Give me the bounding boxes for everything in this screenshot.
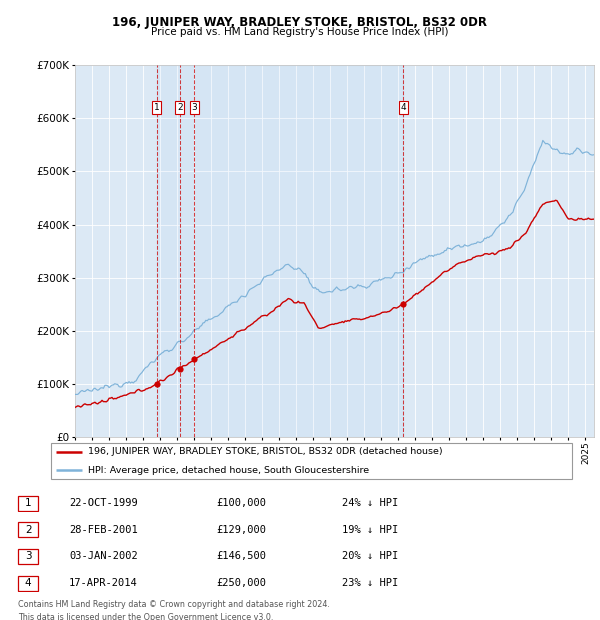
Bar bbox=[157, 65, 403, 437]
Text: £100,000: £100,000 bbox=[216, 498, 266, 508]
FancyBboxPatch shape bbox=[50, 443, 572, 479]
Text: 28-FEB-2001: 28-FEB-2001 bbox=[69, 525, 138, 535]
Text: 1: 1 bbox=[154, 103, 160, 112]
Text: 19% ↓ HPI: 19% ↓ HPI bbox=[342, 525, 398, 535]
Text: 4: 4 bbox=[400, 103, 406, 112]
Text: This data is licensed under the Open Government Licence v3.0.: This data is licensed under the Open Gov… bbox=[18, 613, 274, 620]
Text: 22-OCT-1999: 22-OCT-1999 bbox=[69, 498, 138, 508]
Text: 3: 3 bbox=[25, 551, 32, 562]
FancyBboxPatch shape bbox=[18, 496, 38, 510]
Text: 20% ↓ HPI: 20% ↓ HPI bbox=[342, 551, 398, 562]
Text: 196, JUNIPER WAY, BRADLEY STOKE, BRISTOL, BS32 0DR: 196, JUNIPER WAY, BRADLEY STOKE, BRISTOL… bbox=[113, 16, 487, 29]
Text: £146,500: £146,500 bbox=[216, 551, 266, 562]
Text: HPI: Average price, detached house, South Gloucestershire: HPI: Average price, detached house, Sout… bbox=[88, 466, 369, 475]
Text: £250,000: £250,000 bbox=[216, 578, 266, 588]
FancyBboxPatch shape bbox=[18, 575, 38, 590]
Text: 23% ↓ HPI: 23% ↓ HPI bbox=[342, 578, 398, 588]
Text: 4: 4 bbox=[25, 578, 32, 588]
Text: 196, JUNIPER WAY, BRADLEY STOKE, BRISTOL, BS32 0DR (detached house): 196, JUNIPER WAY, BRADLEY STOKE, BRISTOL… bbox=[88, 447, 442, 456]
Text: 1: 1 bbox=[25, 498, 32, 508]
Text: 2: 2 bbox=[177, 103, 182, 112]
Text: £129,000: £129,000 bbox=[216, 525, 266, 535]
Text: 2: 2 bbox=[25, 525, 32, 535]
FancyBboxPatch shape bbox=[18, 549, 38, 564]
Text: Contains HM Land Registry data © Crown copyright and database right 2024.: Contains HM Land Registry data © Crown c… bbox=[18, 600, 330, 609]
Text: 24% ↓ HPI: 24% ↓ HPI bbox=[342, 498, 398, 508]
Text: Price paid vs. HM Land Registry's House Price Index (HPI): Price paid vs. HM Land Registry's House … bbox=[151, 27, 449, 37]
Text: 17-APR-2014: 17-APR-2014 bbox=[69, 578, 138, 588]
Text: 3: 3 bbox=[191, 103, 197, 112]
FancyBboxPatch shape bbox=[18, 522, 38, 537]
Text: 03-JAN-2002: 03-JAN-2002 bbox=[69, 551, 138, 562]
